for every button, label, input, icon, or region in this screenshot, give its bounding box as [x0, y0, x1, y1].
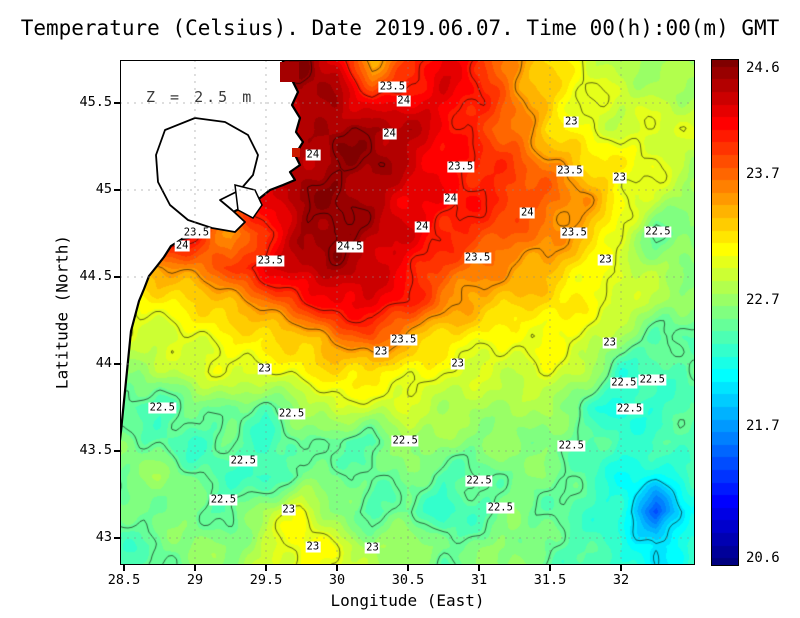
x-tick-label: 32	[612, 572, 630, 588]
contour-label: 23	[563, 115, 579, 128]
y-tick-mark	[114, 102, 120, 104]
contour-label: 22.5	[610, 376, 638, 389]
contour-label: 23.5	[256, 254, 284, 267]
contour-label: 23	[257, 362, 272, 375]
contour-label: 24	[414, 220, 430, 233]
x-tick-mark	[336, 565, 338, 571]
contour-label: 22.5	[615, 402, 644, 415]
x-tick-label: 29.5	[249, 572, 283, 588]
colorbar-tick-label: 22.7	[746, 291, 780, 308]
x-tick-label: 30.5	[391, 572, 425, 588]
contour-label: 22.5	[557, 439, 585, 452]
contour-label: 23.5	[446, 160, 475, 173]
x-tick-label: 31.5	[533, 572, 567, 588]
contour-label: 23	[598, 253, 613, 266]
y-tick-mark	[114, 363, 120, 365]
plot-title: Temperature (Celsius). Date 2019.06.07. …	[20, 16, 780, 40]
y-tick-label: 45.5	[79, 93, 112, 110]
colorbar-tick-label: 23.7	[746, 165, 780, 182]
contour-label: 22.5	[486, 501, 514, 514]
contour-label: 22.5	[148, 401, 176, 413]
contour-label: 22.5	[465, 474, 493, 487]
x-tick-mark	[265, 565, 267, 571]
x-tick-label: 29	[186, 572, 204, 588]
contour-label: 23.5	[560, 226, 588, 239]
contour-label: 24	[396, 94, 412, 107]
y-tick-mark	[114, 537, 120, 539]
colorbar-tick-label: 24.6	[746, 60, 780, 76]
contour-label: 23.5	[182, 226, 211, 239]
x-tick-mark	[549, 565, 551, 571]
x-tick-label: 28.5	[107, 572, 141, 588]
contour-label: 23.5	[378, 80, 407, 93]
contour-label: 23	[373, 345, 389, 358]
temperature-heatmap-canvas	[120, 60, 695, 565]
y-tick-label: 44	[95, 355, 112, 371]
contour-label: 24	[519, 206, 535, 219]
x-tick-mark	[194, 565, 196, 571]
y-tick-label: 45	[95, 180, 112, 197]
y-tick-mark	[114, 450, 120, 452]
contour-label: 23.5	[556, 164, 584, 177]
contour-label: 24	[382, 127, 397, 140]
contour-label: 23.5	[463, 251, 492, 264]
y-tick-mark	[114, 276, 120, 278]
contour-label: 23	[612, 171, 627, 184]
contour-label: 24	[174, 239, 190, 252]
contour-label: 22.5	[209, 493, 238, 506]
x-tick-mark	[478, 565, 480, 571]
x-tick-label: 31	[470, 572, 488, 588]
contour-label: 23	[602, 336, 617, 349]
contour-label: 23	[450, 357, 466, 370]
contour-label: 24.5	[336, 240, 364, 253]
colorbar-tick-label: 20.6	[746, 550, 780, 566]
colorbar-tick-label: 21.7	[746, 418, 780, 435]
y-tick-label: 43.5	[79, 442, 112, 459]
contour-label: 23	[281, 503, 297, 516]
y-tick-label: 44.5	[79, 268, 112, 284]
depth-annotation: Z = 2.5 m	[146, 88, 255, 106]
contour-label: 23.5	[390, 333, 418, 346]
y-tick-label: 43	[95, 529, 112, 546]
contour-label: 22.5	[644, 225, 672, 238]
contour-label: 23	[365, 541, 380, 554]
colorbar	[711, 59, 739, 566]
contour-label: 24	[305, 148, 321, 161]
contour-label: 23	[305, 540, 321, 553]
x-tick-mark	[407, 565, 409, 571]
x-tick-mark	[620, 565, 622, 571]
contour-label: 22.5	[277, 407, 306, 420]
contour-label: 22.5	[229, 454, 257, 467]
contour-label: 22.5	[638, 373, 666, 386]
x-tick-label: 30	[328, 572, 346, 588]
contour-label: 24	[443, 192, 458, 205]
x-tick-mark	[123, 565, 125, 571]
y-tick-mark	[114, 189, 120, 191]
y-axis-label: Latitude (North)	[52, 234, 72, 390]
contour-label: 22.5	[391, 434, 419, 447]
x-axis-label: Longitude (East)	[330, 591, 485, 610]
